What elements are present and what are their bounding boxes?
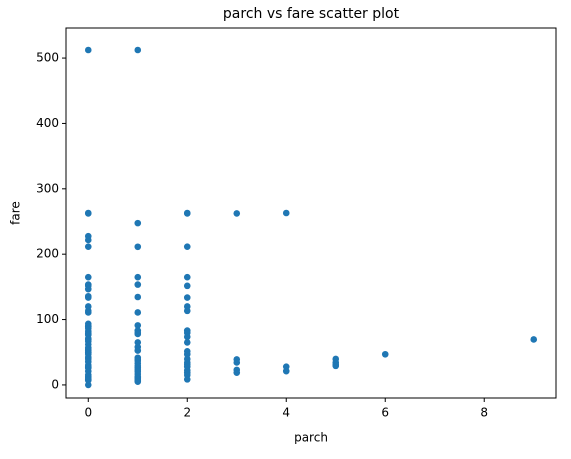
point xyxy=(134,339,142,346)
point xyxy=(84,243,92,250)
y-tick-label: 0 xyxy=(51,377,59,391)
y-axis-label: fare xyxy=(9,201,23,225)
plot-frame xyxy=(65,27,557,399)
point xyxy=(233,369,241,376)
point xyxy=(84,210,92,217)
point xyxy=(134,378,142,385)
point xyxy=(233,359,241,366)
point xyxy=(183,210,191,217)
y-tick-label: 500 xyxy=(36,51,59,65)
point xyxy=(183,243,191,250)
point xyxy=(134,243,142,251)
y-tick-label: 200 xyxy=(36,247,59,261)
point xyxy=(84,376,92,384)
point xyxy=(134,309,142,316)
y-tick-label: 400 xyxy=(36,116,59,130)
point xyxy=(84,294,92,301)
point xyxy=(183,350,191,358)
point xyxy=(84,309,92,316)
x-tick-label: 0 xyxy=(84,406,92,420)
point xyxy=(332,362,340,370)
point xyxy=(183,307,191,315)
x-tick-label: 2 xyxy=(183,406,191,420)
x-tick-label: 4 xyxy=(282,406,290,420)
y-tick-label: 100 xyxy=(36,312,59,326)
point xyxy=(183,333,191,341)
point xyxy=(282,209,290,217)
point xyxy=(84,285,92,293)
point xyxy=(84,381,92,389)
point xyxy=(134,273,142,281)
point xyxy=(134,347,142,354)
point xyxy=(183,339,191,346)
point xyxy=(183,376,191,383)
y-tick-label: 300 xyxy=(36,181,59,195)
chart-title: parch vs fare scatter plot xyxy=(223,6,400,22)
x-tick-label: 6 xyxy=(381,406,389,420)
point xyxy=(183,294,191,301)
point xyxy=(134,293,142,301)
point xyxy=(84,236,92,244)
point xyxy=(134,219,142,227)
point xyxy=(84,273,92,281)
x-tick-label: 8 xyxy=(480,406,488,420)
point xyxy=(381,350,389,358)
point xyxy=(530,336,538,343)
point xyxy=(134,46,142,54)
point xyxy=(183,273,191,281)
point xyxy=(84,46,92,54)
point xyxy=(134,330,142,338)
point xyxy=(134,322,142,329)
point xyxy=(282,367,290,375)
x-axis-label: parch xyxy=(294,431,328,445)
point xyxy=(134,281,142,288)
point xyxy=(233,210,241,217)
point xyxy=(183,282,191,290)
